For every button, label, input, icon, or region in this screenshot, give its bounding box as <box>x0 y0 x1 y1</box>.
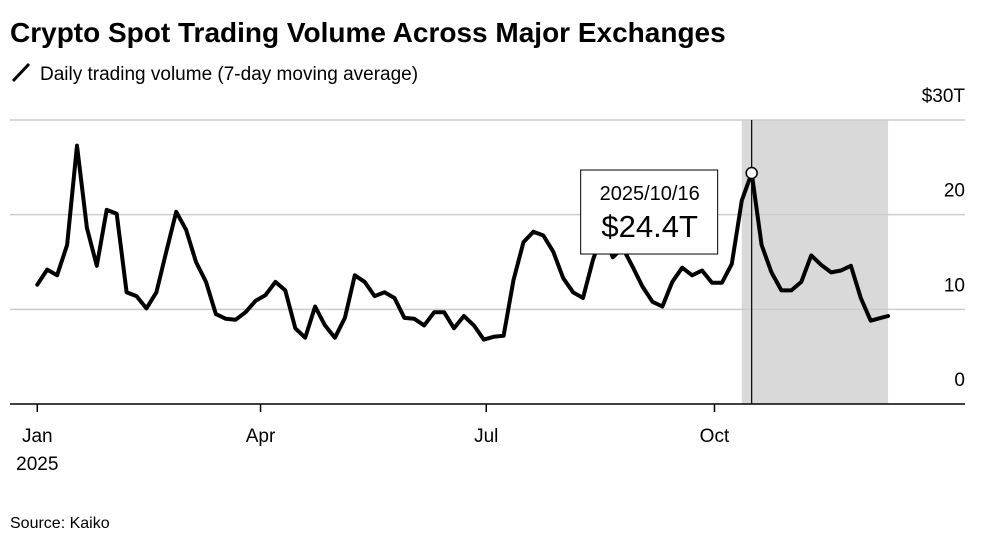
x-tick-label: Jan <box>22 426 53 447</box>
source: Source: Kaiko <box>10 515 110 532</box>
y-tick-label: 10 <box>944 275 965 296</box>
x-tick-label: Apr <box>246 426 276 447</box>
chart-title: Crypto Spot Trading Volume Across Major … <box>10 17 726 48</box>
y-tick-label: 0 <box>954 370 965 391</box>
tooltip-date: 2025/10/16 <box>600 183 700 205</box>
x-tick-label: Oct <box>700 426 730 447</box>
y-tick-label: $30T <box>922 86 966 107</box>
annotation-point <box>745 166 758 180</box>
x-tick-sublabel: 2025 <box>16 454 58 475</box>
highlight-band <box>741 120 889 404</box>
y-tick-label: 20 <box>944 181 965 202</box>
legend-swatch <box>11 62 31 83</box>
x-tick-label: Jul <box>474 426 498 447</box>
legend-label: Daily trading volume (7-day moving avera… <box>40 64 418 85</box>
line-series <box>35 143 891 342</box>
tooltip-box <box>580 169 719 255</box>
tooltip-value: $24.4T <box>601 209 698 244</box>
